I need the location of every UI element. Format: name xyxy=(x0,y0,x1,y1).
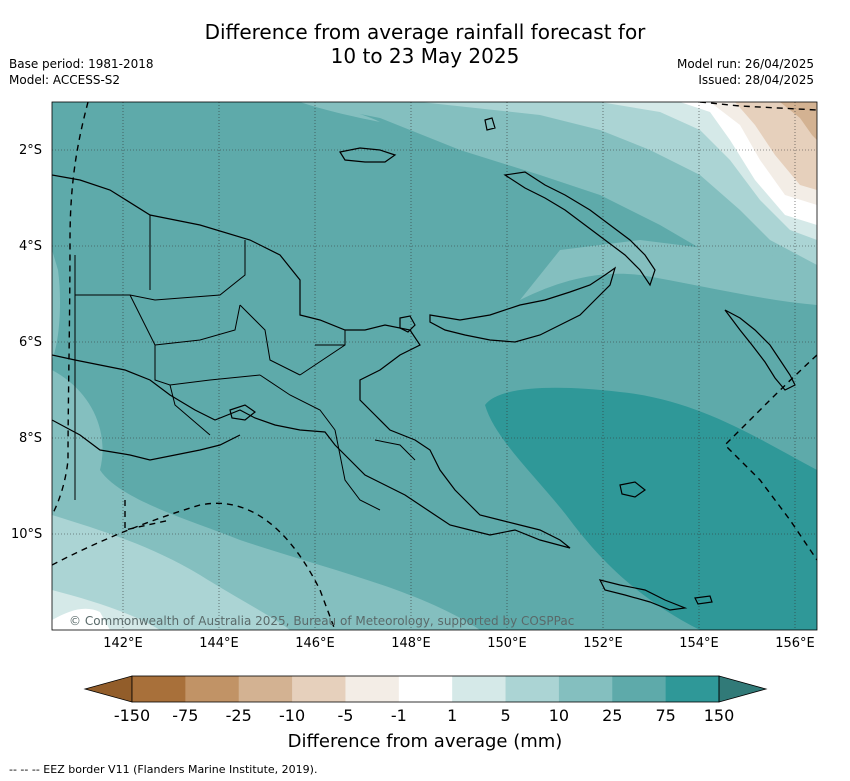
colorbar-cell xyxy=(505,676,560,702)
colorbar-cell xyxy=(292,676,346,702)
colorbar-cell xyxy=(238,676,293,702)
colorbar-cell xyxy=(452,676,507,702)
lat-label-10s: 10°S xyxy=(11,527,43,542)
lon-label-148e: 148°E xyxy=(391,636,431,651)
colorbar-label: 150 xyxy=(703,706,735,725)
lon-label-146e: 146°E xyxy=(295,636,335,651)
manus-coast xyxy=(339,147,397,163)
title-line-1: Difference from average rainfall forecas… xyxy=(204,20,646,44)
lat-label-8s: 8°S xyxy=(19,431,43,446)
colorbar-label: 25 xyxy=(602,706,623,725)
colorbar-label: 5 xyxy=(500,706,511,725)
coastlines xyxy=(52,117,796,611)
new-ireland-coast xyxy=(503,171,656,287)
colorbar-cell xyxy=(665,676,720,702)
colorbar-over-arrow xyxy=(718,675,768,703)
eez-footnote: -- -- -- EEZ border V11 (Flanders Marine… xyxy=(9,763,318,776)
colorbar-cell xyxy=(185,676,240,702)
map-title: Difference from average rainfall forecas… xyxy=(0,20,850,68)
shade-25-75 xyxy=(485,387,817,630)
title-line-2: 10 to 23 May 2025 xyxy=(330,44,520,68)
colorbar-cell xyxy=(132,676,186,702)
graticule xyxy=(52,102,817,630)
new-britain-coast xyxy=(429,266,617,343)
base-period: Base period: 1981-2018 xyxy=(9,57,154,71)
lon-label-150e: 150°E xyxy=(487,636,527,651)
colorbar-under-arrow xyxy=(83,675,133,703)
colorbar-label: 10 xyxy=(548,706,570,725)
colorbar-frame xyxy=(131,675,720,703)
shade-neg-5-10 xyxy=(735,102,817,190)
lon-label-156e: 156°E xyxy=(775,636,815,651)
bougainville-coast xyxy=(724,309,796,391)
model-run: Model run: 26/04/2025 xyxy=(676,57,814,71)
new-guinea-coast xyxy=(52,174,571,549)
map-frame xyxy=(51,101,818,631)
colorbar-cell xyxy=(612,676,667,702)
lon-label-142e: 142°E xyxy=(103,636,143,651)
colorbar-label: -10 xyxy=(279,706,306,725)
colorbar xyxy=(83,675,768,703)
meta-right: Model run: 26/04/2025 Issued: 28/04/2025 xyxy=(677,56,814,88)
copyright-notice: © Commonwealth of Australia 2025, Bureau… xyxy=(69,614,575,628)
map-panel xyxy=(52,102,817,630)
colorbar-label: 75 xyxy=(655,706,676,725)
model-name: Model: ACCESS-S2 xyxy=(9,73,121,87)
shade-1-5-southwest xyxy=(52,515,290,630)
colorbar-label: 1 xyxy=(447,706,458,725)
colorbar-label: -75 xyxy=(172,706,199,725)
south-coast xyxy=(52,419,241,461)
colorbar-label: -5 xyxy=(337,706,354,725)
meta-left: Base period: 1981-2018 Model: ACCESS-S2 xyxy=(9,56,154,88)
shade-5-10-east xyxy=(520,240,817,305)
eez-borders xyxy=(52,102,817,630)
colorbar-title: Difference from average (mm) xyxy=(287,731,563,752)
colorbar-cell xyxy=(558,676,613,702)
issued-date: Issued: 28/04/2025 xyxy=(698,73,814,87)
colorbar-cells xyxy=(132,676,720,702)
colorbar-label: -1 xyxy=(390,706,407,725)
colorbar-label: -150 xyxy=(113,706,151,725)
lon-label-154e: 154°E xyxy=(679,636,719,651)
lat-label-2s: 2°S xyxy=(19,143,43,158)
colorbar-cell xyxy=(398,676,453,702)
lat-label-4s: 4°S xyxy=(19,239,43,254)
lon-label-144e: 144°E xyxy=(199,636,239,651)
lat-label-6s: 6°S xyxy=(19,335,43,350)
shade-neg-10-25 xyxy=(780,102,817,140)
colorbar-label: -25 xyxy=(225,706,252,725)
lon-label-152e: 152°E xyxy=(583,636,623,651)
colorbar-cell xyxy=(345,676,400,702)
province-borders xyxy=(74,215,416,511)
